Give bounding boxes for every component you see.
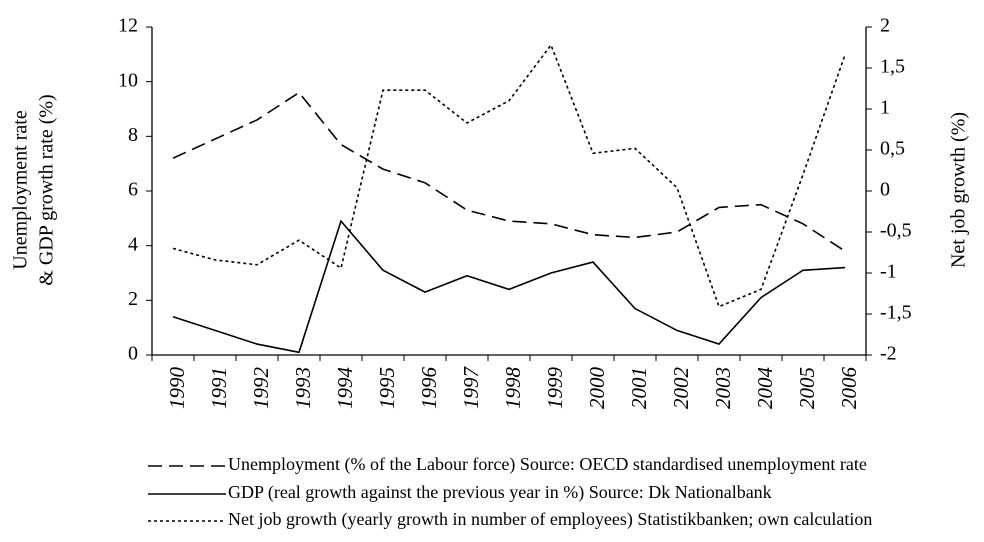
legend-label: Net job growth (yearly growth in number … <box>228 509 872 530</box>
y2-axis-title: Net job growth (%) <box>948 112 970 268</box>
x-tick-label: 1995 <box>375 367 399 409</box>
y-tick-label: 8 <box>128 124 138 146</box>
y-tick-label: 2 <box>128 288 138 310</box>
y2-tick-label: -0,5 <box>880 220 912 242</box>
y-tick-label: 12 <box>118 15 138 37</box>
x-tick-label: 2000 <box>585 367 609 410</box>
y2-tick-label: -1 <box>880 261 897 283</box>
y-tick-label: 4 <box>128 233 138 255</box>
legend-label: GDP (real growth against the previous ye… <box>228 482 772 503</box>
x-tick-label: 1994 <box>333 367 357 410</box>
x-tick-label: 1998 <box>501 367 525 410</box>
x-tick-label: 1996 <box>417 367 441 410</box>
y2-tick-label: 0 <box>880 179 890 201</box>
y-axis-title: Unemployment rate <box>10 110 32 270</box>
x-tick-label: 2004 <box>753 367 777 410</box>
x-tick-label: 2003 <box>711 367 735 409</box>
y2-tick-label: -1,5 <box>880 302 912 324</box>
x-tick-label: 1999 <box>543 367 567 410</box>
x-tick-label: 2001 <box>627 367 651 409</box>
x-tick-label: 1990 <box>165 367 189 410</box>
series-line <box>172 91 846 252</box>
series-line <box>172 219 846 354</box>
y2-tick-label: -2 <box>880 343 897 365</box>
x-tick-label: 2006 <box>837 367 861 410</box>
legend-label: Unemployment (% of the Labour force) Sou… <box>228 454 867 475</box>
x-tick-label: 1993 <box>291 367 315 409</box>
y2-tick-label: 0,5 <box>880 138 905 160</box>
x-tick-label: 1997 <box>459 366 483 410</box>
y2-tick-label: 1,5 <box>880 56 905 78</box>
y-axis-title: & GDP growth rate (%) <box>36 94 58 285</box>
x-tick-label: 1992 <box>249 367 273 410</box>
x-tick-label: 2005 <box>795 367 819 409</box>
y-tick-label: 10 <box>118 69 138 91</box>
y2-tick-label: 1 <box>880 97 890 119</box>
y-tick-label: 6 <box>128 179 138 201</box>
series-line <box>172 43 846 308</box>
x-tick-label: 2002 <box>669 367 693 410</box>
x-tick-label: 1991 <box>207 367 231 409</box>
y2-tick-label: 2 <box>880 15 890 37</box>
y-tick-label: 0 <box>128 343 138 365</box>
